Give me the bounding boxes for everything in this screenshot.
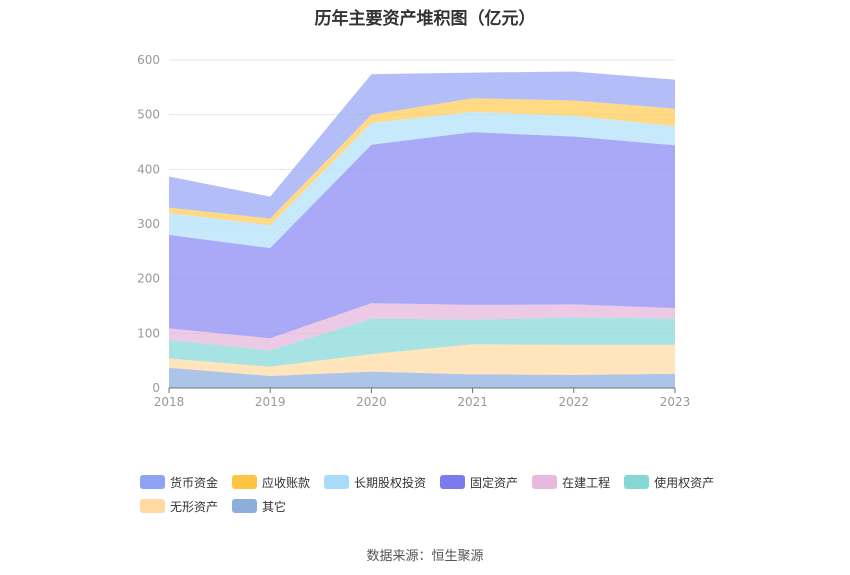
legend-row: 货币资金 应收账款 长期股权投资 固定资产 在建工程 使用权资产 [140,470,720,494]
area-series-7 [169,71,675,219]
legend-item[interactable]: 其它 [232,498,286,515]
x-tick-label: 2018 [154,395,185,409]
legend-item[interactable]: 固定资产 [440,474,518,491]
legend-swatch [624,475,650,489]
y-tick-label: 300 [137,217,160,231]
legend-label: 货币资金 [170,475,219,490]
data-source: 数据来源：恒生聚源 [366,549,484,564]
legend-swatch [532,475,558,489]
x-tick-label: 2021 [457,395,488,409]
legend-label: 使用权资产 [654,475,715,490]
legend-swatch [232,475,258,489]
legend-label: 其它 [262,499,287,514]
x-tick-label: 2019 [255,395,286,409]
y-tick-label: 0 [152,381,160,395]
area-series-2 [169,317,675,367]
axes: 0 100 200 300 400 500 600 2018 2019 2020 2021 2022 2… [137,53,690,409]
legend-label: 应收账款 [262,475,311,490]
area-series-1 [169,344,675,376]
area-series-6 [169,98,675,226]
legend-swatch [440,475,466,489]
legend-label: 在建工程 [562,475,611,490]
legend-item[interactable]: 无形资产 [140,498,218,515]
legend-item[interactable]: 在建工程 [532,474,610,491]
area-series-0 [169,367,675,388]
legend-label: 无形资产 [170,499,219,514]
legend-item[interactable]: 货币资金 [140,474,218,491]
y-tick-label: 400 [137,162,160,176]
legend-label: 固定资产 [470,475,519,490]
y-tick-label: 100 [137,326,160,340]
legend-swatch [140,499,165,513]
legend-item[interactable]: 长期股权投资 [324,474,426,491]
x-tick-label: 2022 [559,395,590,409]
legend: 货币资金 应收账款 长期股权投资 固定资产 在建工程 使用权资产无形资产 其它 [140,470,720,518]
legend-item[interactable]: 应收账款 [232,474,310,491]
y-tick-label: 500 [137,108,160,122]
x-tick-label: 2023 [660,395,691,409]
chart-title: 历年主要资产堆积图（亿元） [314,9,536,29]
area-series-5 [169,111,675,249]
legend-swatch [232,499,258,513]
legend-swatch [324,475,350,489]
legend-item[interactable]: 使用权资产 [624,474,714,491]
legend-row: 无形资产 其它 [140,494,720,518]
x-tick-label: 2020 [356,395,387,409]
y-tick-label: 600 [137,53,160,67]
legend-label: 长期股权投资 [354,475,427,490]
area-series-3 [169,303,675,351]
legend-swatch [140,475,165,489]
area-series [169,71,675,388]
stacked-area-chart: 0 100 200 300 400 500 600 2018 2019 2020 2021 2022 2… [137,53,690,409]
y-tick-label: 200 [137,272,160,286]
area-series-4 [169,132,675,339]
